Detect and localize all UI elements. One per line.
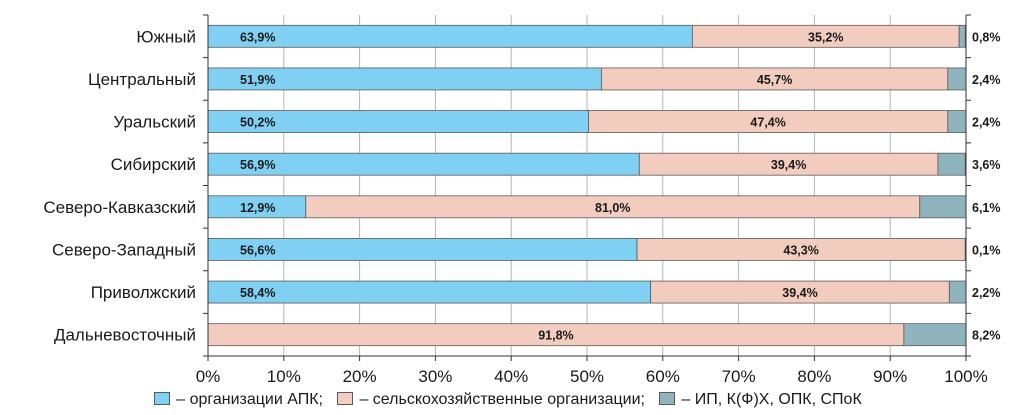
data-label: 39,4% xyxy=(771,158,806,172)
data-label: 43,3% xyxy=(783,243,818,257)
bar-segment-apk xyxy=(207,24,693,48)
category-label: Центральный xyxy=(88,70,196,89)
legend-item-apk: – организации АПК; xyxy=(154,391,323,408)
x-tick-label: 20% xyxy=(343,367,377,386)
data-label: 6,1% xyxy=(972,201,1001,215)
data-label: 56,6% xyxy=(240,243,275,257)
bar-segment-ip xyxy=(937,152,966,176)
x-tick-label: 70% xyxy=(722,367,756,386)
data-label: 45,7% xyxy=(757,73,792,87)
category-label: Северо-Западный xyxy=(52,240,196,259)
legend-item-agri: – сельскохозяйственные организации; xyxy=(337,391,645,408)
data-label: 2,4% xyxy=(972,73,1001,87)
x-tick-label: 80% xyxy=(797,367,831,386)
category-labels: Южный Центральный Уральский Сибирский Северо… xyxy=(43,27,196,344)
data-label: 0,8% xyxy=(972,30,1001,44)
data-label: 12,9% xyxy=(240,201,275,215)
x-tick-labels: 0% 10% 20% 30% 40% 50% 60% 70% 80% 90% 100% xyxy=(196,367,988,386)
x-tick-label: 30% xyxy=(418,367,452,386)
data-label: 35,2% xyxy=(808,30,843,44)
legend-item-ip: – ИП, К(Ф)Х, ОПК, СПоК xyxy=(659,391,862,408)
bar-segment-ip xyxy=(948,280,967,304)
legend: – организации АПК; – сельскохозяйственны… xyxy=(0,391,1016,409)
x-tick-label: 100% xyxy=(944,367,987,386)
data-label: 39,4% xyxy=(782,286,817,300)
data-label: 3,6% xyxy=(972,158,1001,172)
x-tick-label: 40% xyxy=(494,367,528,386)
category-label: Приволжский xyxy=(91,283,196,302)
x-tick-label: 90% xyxy=(873,367,907,386)
category-label: Северо-Кавказский xyxy=(43,198,196,217)
data-label: 50,2% xyxy=(240,116,275,130)
legend-swatch-ip xyxy=(659,392,676,405)
x-tick-label: 50% xyxy=(570,367,604,386)
data-label: 47,4% xyxy=(750,116,785,130)
bars xyxy=(207,24,967,347)
data-label: 56,9% xyxy=(240,158,275,172)
legend-label-apk: – организации АПК; xyxy=(176,391,323,408)
data-label: 51,9% xyxy=(240,73,275,87)
data-label: 8,2% xyxy=(972,329,1001,343)
data-label: 2,2% xyxy=(972,286,1001,300)
plot-frame xyxy=(203,14,971,361)
bar-segment-ip xyxy=(903,323,967,347)
data-label: 63,9% xyxy=(240,30,275,44)
data-label: 81,0% xyxy=(595,201,630,215)
data-labels: 63,9% 35,2% 0,8% 51,9% 45,7% 2,4% 50,2% 47,4% 2,… xyxy=(240,30,1001,342)
x-tick-label: 60% xyxy=(646,367,680,386)
bar-segment-ip xyxy=(947,67,967,91)
category-label: Сибирский xyxy=(111,155,196,174)
legend-label-ip: – ИП, К(Ф)Х, ОПК, СПоК xyxy=(681,391,862,408)
data-label: 58,4% xyxy=(240,286,275,300)
category-label: Уральский xyxy=(113,113,196,132)
data-label: 2,4% xyxy=(972,116,1001,130)
bar-segment-ip xyxy=(947,110,967,133)
category-label: Южный xyxy=(136,27,196,46)
bar-segment-ip xyxy=(958,24,966,48)
x-tick-label: 0% xyxy=(196,367,221,386)
bar-segment-ip xyxy=(919,195,967,219)
legend-swatch-apk xyxy=(154,392,171,405)
legend-swatch-agri xyxy=(337,392,354,405)
x-tick-label: 10% xyxy=(267,367,301,386)
grid-lines xyxy=(283,15,891,356)
stacked-bar-chart: 63,9% 35,2% 0,8% 51,9% 45,7% 2,4% 50,2% 47,4% 2,… xyxy=(43,14,1001,386)
data-label: 91,8% xyxy=(538,329,573,343)
legend-label-agri: – сельскохозяйственные организации; xyxy=(359,391,645,408)
category-label: Дальневосточный xyxy=(54,326,196,345)
data-label: 0,1% xyxy=(972,243,1001,257)
